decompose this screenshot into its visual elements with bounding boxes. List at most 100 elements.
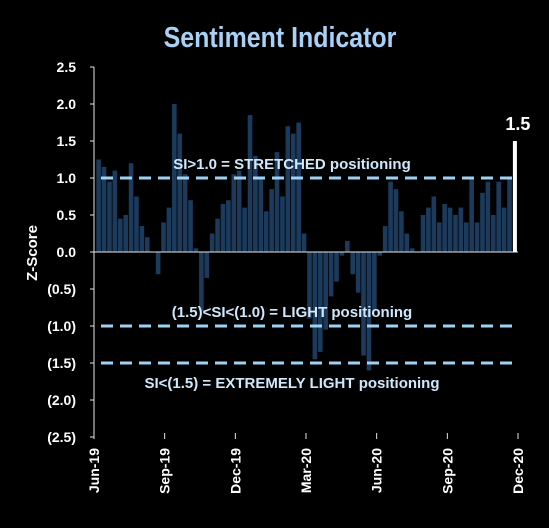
bar-46 <box>345 240 350 252</box>
bar-66 <box>453 215 458 252</box>
bar-75 <box>501 207 507 252</box>
bar-25 <box>231 174 237 252</box>
y-tick-label-3: 1.0 <box>57 170 77 186</box>
reference-label-0: SI>1.0 = STRETCHED positioning <box>173 156 411 173</box>
bar-62 <box>431 196 437 252</box>
bar-72 <box>485 181 491 252</box>
bar-15 <box>177 133 183 252</box>
x-tick-label-5: Sep-20 <box>439 448 455 494</box>
bar-41 <box>317 252 323 352</box>
bar-67 <box>458 207 464 252</box>
y-tick-label-7: (1.0) <box>47 318 76 334</box>
x-tick-label-4: Jun-20 <box>369 448 385 493</box>
bar-71 <box>480 192 485 252</box>
bar-2 <box>107 181 112 252</box>
y-tick-label-4: 0.5 <box>57 207 77 223</box>
bar-9 <box>144 237 150 252</box>
x-tick-label-1: Sep-19 <box>157 448 173 494</box>
x-tick-label-3: Mar-20 <box>298 448 314 493</box>
bar-33 <box>274 152 280 252</box>
y-tick-label-8: (1.5) <box>47 355 76 371</box>
bar-13 <box>166 207 172 252</box>
bar-0 <box>96 159 101 252</box>
bar-45 <box>339 252 345 256</box>
bar-58 <box>409 248 415 252</box>
y-tick-label-9: (2.0) <box>47 392 76 408</box>
bar-50 <box>366 252 372 371</box>
bar-73 <box>490 215 496 252</box>
bar-4 <box>117 218 123 252</box>
bar-3 <box>112 170 118 252</box>
x-tick-label-6: Dec-20 <box>510 448 526 494</box>
bar-76 <box>507 178 512 252</box>
bar-23 <box>220 203 226 252</box>
bar-24 <box>226 200 231 252</box>
reference-lines-layer: SI>1.0 = STRETCHED positioning (1.5)<SI<(… <box>101 156 518 392</box>
bar-32 <box>269 189 274 252</box>
bar-53 <box>382 226 388 252</box>
bar-39 <box>307 252 312 319</box>
bar-63 <box>436 222 442 252</box>
y-tick-label-5: 0.0 <box>57 244 77 260</box>
bar-17 <box>188 200 193 252</box>
bar-14 <box>172 104 177 252</box>
bar-12 <box>161 222 166 252</box>
bar-16 <box>182 174 188 252</box>
highlight-value-label: 1.5 <box>505 114 530 134</box>
bar-31 <box>263 211 269 252</box>
axes-layer: 2.5 2.0 1.5 1.0 0.5 0.0 (0.5) (1.0) (1.5) (2.0) (2… <box>47 59 526 494</box>
bar-38 <box>301 233 307 252</box>
bar-47 <box>350 252 356 275</box>
bar-64 <box>442 203 447 252</box>
bar-52 <box>377 252 383 256</box>
bar-5 <box>123 215 128 252</box>
x-tick-label-2: Dec-19 <box>227 448 243 494</box>
bar-60 <box>420 215 426 252</box>
bar-70 <box>474 222 480 252</box>
bar-20 <box>204 252 210 278</box>
bar-28 <box>247 115 253 252</box>
bar-61 <box>426 207 431 252</box>
bar-42 <box>323 252 328 330</box>
bar-21 <box>209 233 215 252</box>
highlight-bar <box>512 141 517 252</box>
bar-54 <box>388 181 393 252</box>
bar-69 <box>469 178 474 252</box>
bar-22 <box>215 218 220 252</box>
y-tick-label-10: (2.5) <box>47 429 76 445</box>
reference-label-1: (1.5)<SI<(1.0) = LIGHT positioning <box>172 304 412 321</box>
bar-6 <box>128 163 134 252</box>
highlight-layer: 1.5 <box>505 114 530 252</box>
bar-18 <box>193 248 199 252</box>
y-tick-label-1: 2.0 <box>57 96 77 112</box>
bar-43 <box>328 252 334 297</box>
bar-8 <box>139 226 145 252</box>
y-tick-label-0: 2.5 <box>57 59 77 75</box>
bar-55 <box>393 189 399 252</box>
bars-layer <box>96 104 512 371</box>
bar-48 <box>355 252 361 293</box>
reference-label-2: SI<(1.5) = EXTREMELY LIGHT positioning <box>144 375 439 392</box>
bar-74 <box>496 181 501 252</box>
chart-title: Sentiment Indicator <box>164 21 397 53</box>
bar-49 <box>361 252 366 356</box>
bar-27 <box>242 207 247 252</box>
bar-1 <box>101 166 107 252</box>
bar-51 <box>372 252 377 312</box>
bar-35 <box>285 126 291 252</box>
bar-68 <box>463 222 469 252</box>
bar-36 <box>290 133 296 252</box>
bar-7 <box>134 196 139 252</box>
bar-56 <box>399 211 404 252</box>
bar-26 <box>236 170 242 252</box>
bar-40 <box>312 252 318 360</box>
x-tick-label-0: Jun-19 <box>86 448 102 493</box>
bar-30 <box>258 178 264 252</box>
bar-65 <box>447 207 453 252</box>
bar-57 <box>404 233 410 252</box>
bar-37 <box>296 122 301 252</box>
y-axis-label: Z-Score <box>24 225 41 281</box>
